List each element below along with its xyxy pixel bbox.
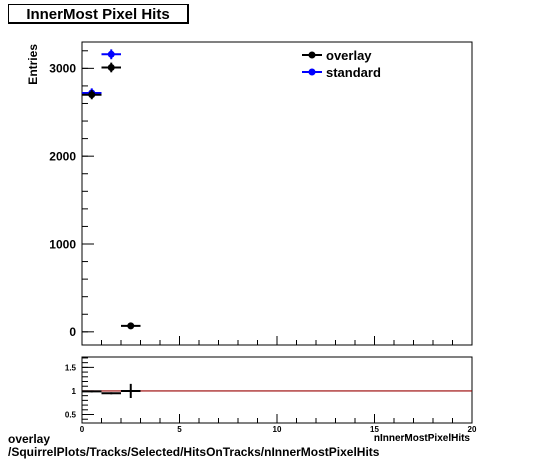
ratio-x-tick-label: 0: [80, 425, 85, 434]
main-frame: [81, 41, 473, 346]
ratio-x-tick-label: 20: [468, 425, 477, 434]
main-y-tick-label: 1000: [49, 237, 76, 251]
footer-path: overlay /SquirrelPlots/Tracks/Selected/H…: [8, 433, 379, 459]
footer-line-2: /SquirrelPlots/Tracks/Selected/HitsOnTra…: [8, 445, 380, 459]
x-axis-label: nInnerMostPixelHits: [374, 433, 471, 444]
legend-marker: [308, 68, 316, 76]
series-overlay-point: [127, 322, 135, 330]
main-plot: 0 1000 2000 3000 Entries nInnerMostPixelHits o…: [26, 41, 473, 444]
chart-title: InnerMost Pixel Hits: [26, 6, 170, 23]
ratio-x-tick-label: 15: [370, 425, 379, 434]
x-axis-label-visible: nInnerMostPixelHits: [374, 433, 471, 444]
legend-label: overlay: [326, 48, 372, 63]
main-y-tick-label: 0: [69, 325, 76, 339]
chart-title-box: InnerMost Pixel Hits: [8, 4, 189, 24]
series-overlay-point: [107, 63, 115, 71]
ratio-x-tick-label: 5: [177, 425, 182, 434]
footer-line-1: overlay: [8, 432, 51, 446]
y-axis-label: Entries: [26, 44, 40, 85]
ratio-pad-background: [0, 349, 546, 429]
ratio-y-tick-label: 1.5: [65, 363, 77, 372]
ratio-x-tick-label: 10: [273, 425, 282, 434]
series-overlay-point: [88, 91, 96, 99]
legend-label: standard: [326, 65, 381, 80]
ratio-y-tick-label: 1: [72, 387, 77, 396]
legend-marker: [308, 51, 316, 59]
main-y-tick-label: 2000: [49, 149, 76, 163]
ratio-y-tick-label: 0.5: [65, 410, 77, 419]
series-standard-point: [107, 50, 115, 58]
main-y-tick-label: 3000: [49, 62, 76, 76]
